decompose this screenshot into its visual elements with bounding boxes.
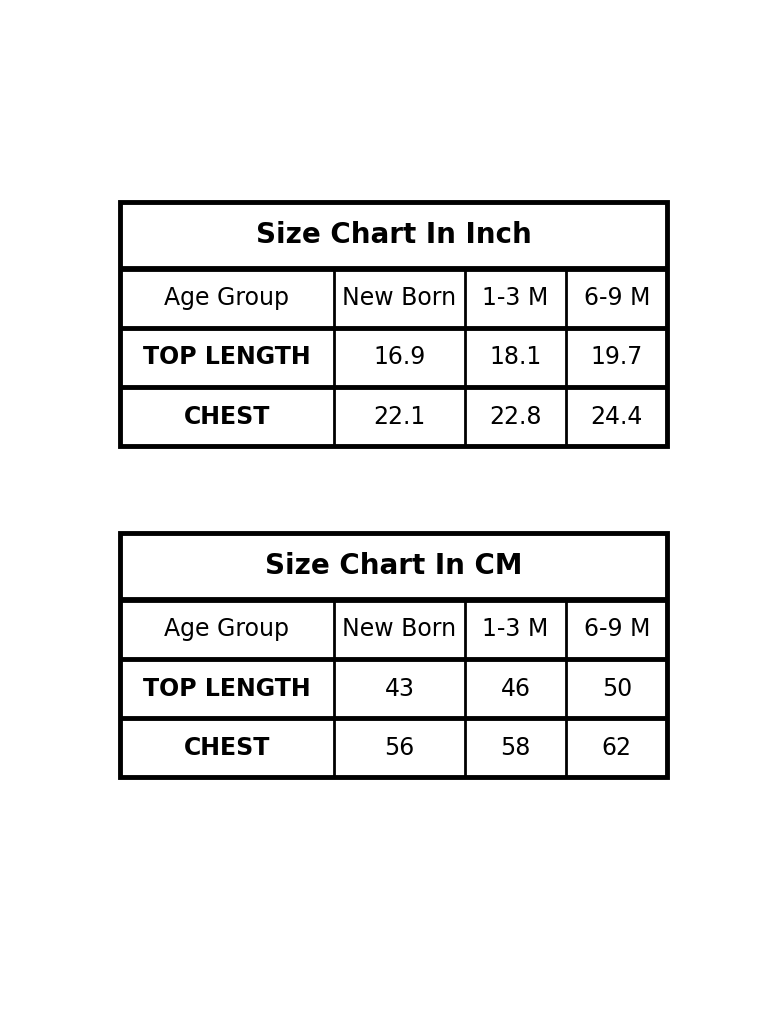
Text: 18.1: 18.1 [489,345,541,370]
Text: 22.8: 22.8 [489,404,542,429]
Text: 6-9 M: 6-9 M [584,617,650,641]
Text: 22.1: 22.1 [373,404,425,429]
Text: 24.4: 24.4 [591,404,643,429]
Text: 19.7: 19.7 [591,345,643,370]
Text: 1-3 M: 1-3 M [482,617,549,641]
Text: 50: 50 [601,677,632,700]
Text: 43: 43 [385,677,415,700]
Bar [120,202,667,446]
Text: 58: 58 [501,736,531,760]
Text: 1-3 M: 1-3 M [482,287,549,310]
Text: Age Group: Age Group [164,617,290,641]
Text: TOP LENGTH: TOP LENGTH [143,677,311,700]
Text: 56: 56 [385,736,415,760]
Bar [120,532,667,777]
Text: 62: 62 [602,736,632,760]
Text: 46: 46 [501,677,531,700]
Text: New Born: New Born [343,617,457,641]
Text: 16.9: 16.9 [373,345,425,370]
Text: TOP LENGTH: TOP LENGTH [143,345,311,370]
Text: Age Group: Age Group [164,287,290,310]
Text: 6-9 M: 6-9 M [584,287,650,310]
Text: CHEST: CHEST [184,736,270,760]
Text: Size Chart In CM: Size Chart In CM [265,552,522,581]
Text: New Born: New Born [343,287,457,310]
Text: Size Chart In Inch: Size Chart In Inch [256,221,531,249]
Text: CHEST: CHEST [184,404,270,429]
